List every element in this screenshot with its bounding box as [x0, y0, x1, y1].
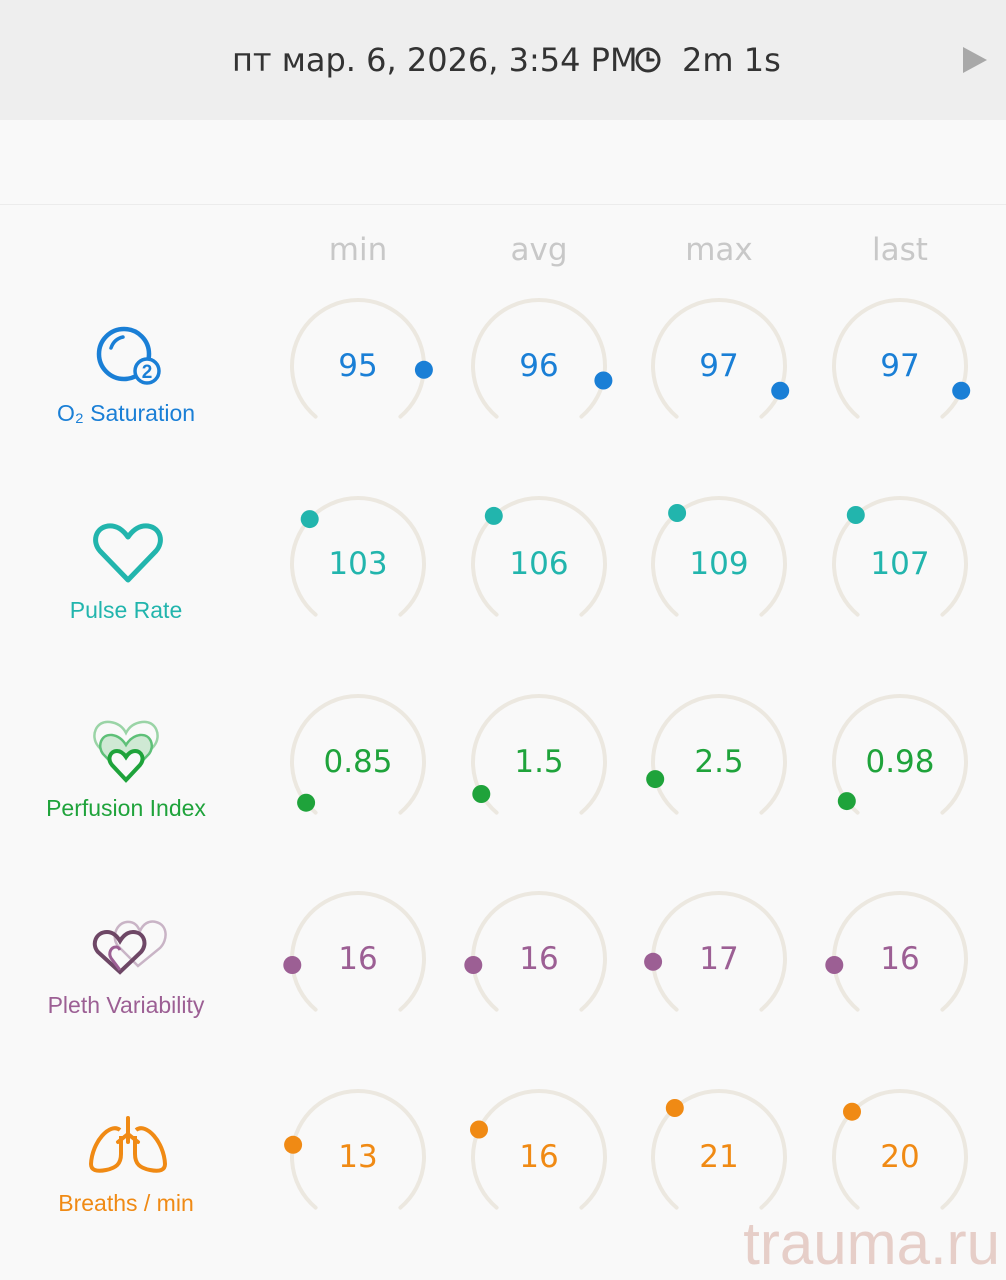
- gauge-indicator-dot: [414, 360, 433, 379]
- metric-label-o2-saturation: O₂ Saturation: [56, 400, 196, 426]
- gauge-o2-saturation-avg: [471, 298, 613, 419]
- gauge-indicator-dot: [300, 510, 319, 529]
- gauge-perfusion-index-max: [646, 694, 787, 815]
- gauge-value-pleth-variability-max: 17: [699, 941, 739, 977]
- metric-label-breaths-per-min: Breaths / min: [58, 1190, 194, 1216]
- column-header-max: max: [685, 232, 753, 268]
- gauge-value-o2-saturation-avg: 96: [519, 348, 559, 384]
- gauge-track: [290, 1089, 426, 1210]
- o2-bubble-icon: 2: [96, 326, 161, 385]
- header-bar: пт мар. 6, 2026, 3:54 PM 2m 1s: [0, 0, 1006, 120]
- gauge-indicator-dot: [644, 952, 663, 971]
- gauge-indicator-dot: [284, 1135, 303, 1154]
- play-icon[interactable]: [960, 44, 990, 76]
- gauge-indicator-dot: [472, 785, 491, 803]
- gauge-value-pulse-rate-min: 103: [328, 546, 388, 582]
- gauge-breaths-per-min-avg: [470, 1089, 607, 1210]
- gauge-track: [471, 496, 607, 617]
- lungs-icon: [89, 1116, 167, 1173]
- gauge-pleth-variability-last: [825, 891, 968, 1012]
- column-header-avg: avg: [510, 232, 568, 268]
- gauge-value-pleth-variability-last: 16: [880, 941, 920, 977]
- gauge-value-breaths-per-min-last: 20: [880, 1139, 920, 1175]
- gauge-track: [471, 1089, 607, 1210]
- gauge-track: [290, 694, 426, 815]
- gauge-track: [471, 694, 607, 815]
- gauge-track: [832, 1089, 968, 1210]
- gauge-value-pulse-rate-last: 107: [870, 546, 930, 582]
- svg-text:2: 2: [142, 362, 153, 383]
- heart-outline-icon: [93, 523, 163, 583]
- session-date: пт мар. 6, 2026, 3:54 PM: [232, 41, 638, 79]
- gauge-value-breaths-per-min-max: 21: [699, 1139, 739, 1175]
- gauge-breaths-per-min-min: [284, 1089, 426, 1210]
- clock-icon: [635, 47, 661, 73]
- gauge-indicator-dot: [484, 506, 503, 525]
- gauge-perfusion-index-min: [290, 694, 426, 815]
- stacked-hearts-icon: [93, 720, 159, 783]
- gauge-track: [832, 496, 968, 617]
- gauge-perfusion-index-last: [832, 694, 968, 815]
- column-header-last: last: [872, 232, 928, 268]
- gauge-track: [290, 496, 426, 617]
- gauge-indicator-dot: [843, 1102, 861, 1121]
- gauge-track: [651, 496, 787, 617]
- metric-label-perfusion-index: Perfusion Index: [46, 795, 206, 821]
- gauge-pleth-variability-min: [283, 891, 426, 1012]
- gauge-indicator-dot: [646, 770, 665, 789]
- gauge-track: [832, 694, 968, 815]
- gauge-pleth-variability-avg: [464, 891, 607, 1012]
- gauge-indicator-dot: [283, 956, 302, 974]
- gauge-pulse-rate-avg: [471, 496, 607, 617]
- gauge-value-pleth-variability-avg: 16: [519, 941, 559, 977]
- gauge-indicator-dot: [470, 1120, 488, 1139]
- gauge-value-perfusion-index-last: 0.98: [865, 744, 935, 780]
- gauge-value-pleth-variability-min: 16: [338, 941, 378, 977]
- gauge-indicator-dot: [594, 371, 613, 390]
- gauge-value-o2-saturation-min: 95: [338, 348, 378, 384]
- gauge-track: [651, 1089, 787, 1210]
- gauge-breaths-per-min-last: [832, 1089, 968, 1210]
- gauge-indicator-dot: [837, 792, 856, 811]
- gauge-indicator-dot: [952, 381, 971, 400]
- gauge-perfusion-index-avg: [471, 694, 607, 815]
- gauge-indicator-dot: [297, 793, 316, 812]
- divider: [0, 204, 1006, 205]
- gauge-pulse-rate-last: [832, 496, 968, 617]
- gauge-indicator-dot: [665, 1099, 684, 1117]
- gauge-o2-saturation-max: [651, 298, 790, 419]
- session-duration: 2m 1s: [682, 41, 781, 79]
- gauge-track: [832, 298, 968, 419]
- gauge-value-pulse-rate-avg: 106: [509, 546, 569, 582]
- gauge-value-perfusion-index-min: 0.85: [323, 744, 393, 780]
- gauge-value-breaths-per-min-min: 13: [338, 1139, 378, 1175]
- gauge-o2-saturation-min: [290, 298, 433, 419]
- gauge-pleth-variability-max: [644, 891, 787, 1012]
- watermark: trauma.ru: [743, 1210, 1000, 1277]
- gauge-value-perfusion-index-max: 2.5: [694, 744, 744, 780]
- gauge-indicator-dot: [464, 956, 483, 974]
- gauge-o2-saturation-last: [832, 298, 971, 419]
- gauge-indicator-dot: [771, 381, 790, 400]
- gauge-value-o2-saturation-max: 97: [699, 348, 739, 384]
- gauge-value-perfusion-index-avg: 1.5: [514, 744, 564, 780]
- gauge-indicator-dot: [668, 504, 687, 522]
- gauge-breaths-per-min-max: [651, 1089, 787, 1210]
- column-header-min: min: [328, 232, 388, 268]
- metric-label-pulse-rate: Pulse Rate: [69, 597, 183, 623]
- gauge-indicator-dot: [825, 956, 844, 974]
- gauge-indicator-dot: [846, 506, 865, 524]
- gauge-pulse-rate-min: [290, 496, 426, 617]
- metric-label-pleth-variability: Pleth Variability: [47, 992, 205, 1018]
- gauge-track: [651, 298, 787, 419]
- gauge-value-o2-saturation-last: 97: [880, 348, 920, 384]
- gauge-value-pulse-rate-max: 109: [689, 546, 749, 582]
- gauge-pulse-rate-max: [651, 496, 787, 617]
- gauge-value-breaths-per-min-avg: 16: [519, 1139, 559, 1175]
- double-hearts-icon: [92, 920, 167, 975]
